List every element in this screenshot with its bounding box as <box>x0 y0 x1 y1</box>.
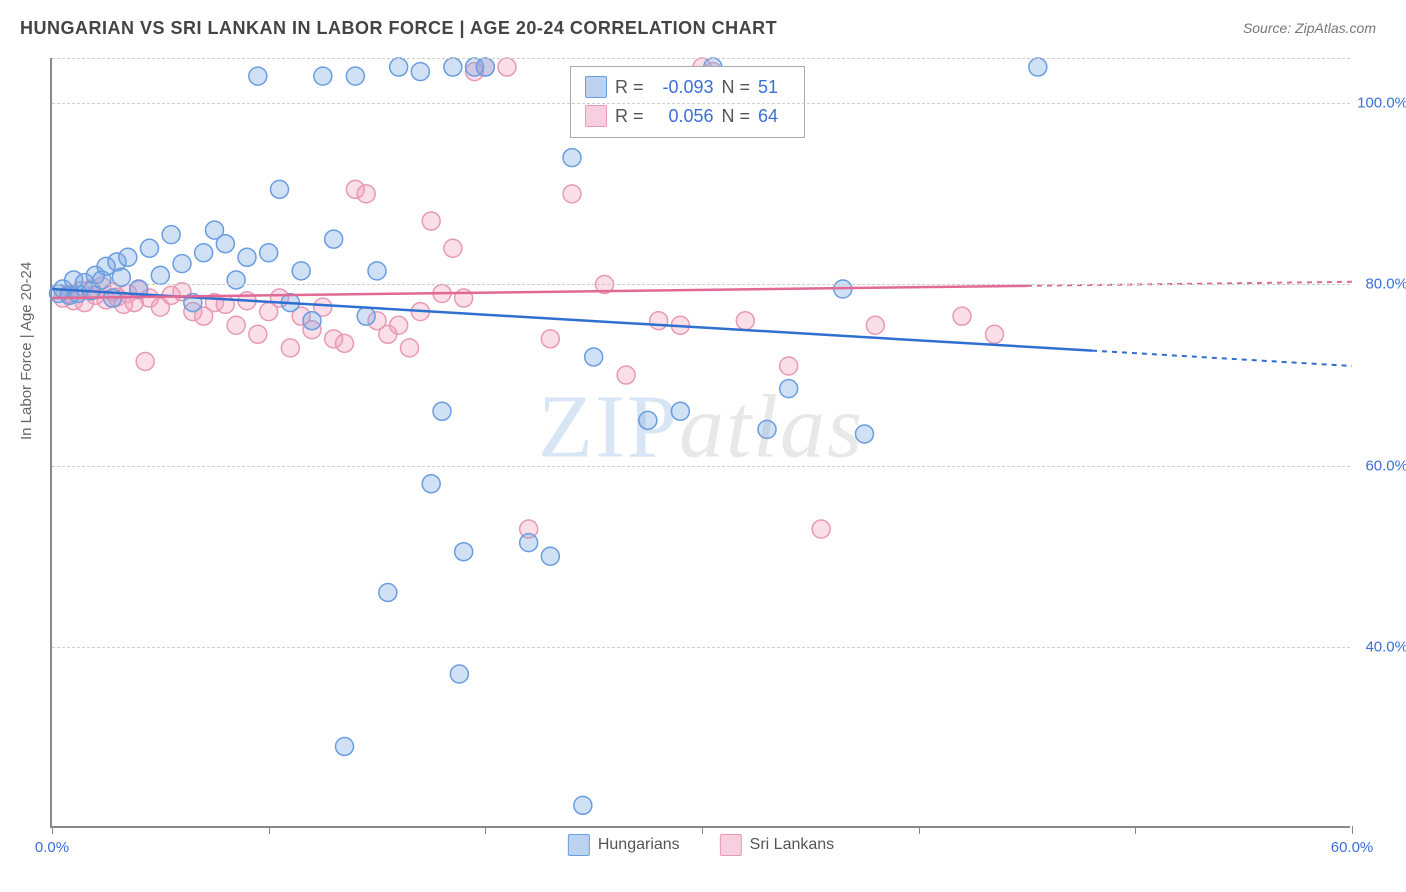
chart-title: HUNGARIAN VS SRI LANKAN IN LABOR FORCE |… <box>20 18 777 38</box>
y-tick-label: 40.0% <box>1348 638 1406 655</box>
scatter-point <box>173 255 191 273</box>
scatter-point <box>216 235 234 253</box>
trend-line-dashed <box>1092 351 1352 366</box>
scatter-point <box>336 334 354 352</box>
scatter-point <box>195 244 213 262</box>
scatter-point <box>314 67 332 85</box>
scatter-point <box>639 411 657 429</box>
y-tick-label: 60.0% <box>1348 457 1406 474</box>
scatter-point <box>541 330 559 348</box>
scatter-point <box>357 185 375 203</box>
swatch-blue <box>585 76 607 98</box>
legend-label: Sri Lankans <box>750 836 835 854</box>
scatter-point <box>227 316 245 334</box>
stats-legend-box: R = -0.093 N = 51 R = 0.056 N = 64 <box>570 66 805 138</box>
scatter-point <box>563 149 581 167</box>
scatter-point <box>1029 58 1047 76</box>
scatter-point <box>357 307 375 325</box>
bottom-legend: Hungarians Sri Lankans <box>568 834 834 856</box>
scatter-point <box>411 63 429 81</box>
swatch-blue-bottom <box>568 834 590 856</box>
scatter-point <box>953 307 971 325</box>
scatter-point <box>292 262 310 280</box>
scatter-point <box>336 737 354 755</box>
y-tick-label: 80.0% <box>1348 276 1406 293</box>
x-tick-label: 0.0% <box>35 839 69 856</box>
scatter-point <box>856 425 874 443</box>
scatter-point <box>151 266 169 284</box>
scatter-point <box>325 230 343 248</box>
scatter-point <box>249 67 267 85</box>
scatter-point <box>736 312 754 330</box>
source-attribution: Source: ZipAtlas.com <box>1243 20 1376 36</box>
scatter-point <box>455 543 473 561</box>
scatter-point <box>401 339 419 357</box>
swatch-pink <box>585 105 607 127</box>
legend-label: Hungarians <box>598 836 680 854</box>
scatter-point <box>238 248 256 266</box>
plot-area: ZIPatlas R = -0.093 N = 51 R = 0.056 N =… <box>50 58 1350 828</box>
scatter-point <box>141 239 159 257</box>
x-tick-label: 60.0% <box>1331 839 1374 856</box>
scatter-point <box>812 520 830 538</box>
scatter-point <box>520 534 538 552</box>
legend-item-srilankans: Sri Lankans <box>720 834 835 856</box>
stats-row-srilankans: R = 0.056 N = 64 <box>585 102 790 131</box>
y-axis-label: In Labor Force | Age 20-24 <box>18 262 35 440</box>
scatter-point <box>780 357 798 375</box>
scatter-point <box>986 325 1004 343</box>
scatter-point <box>476 58 494 76</box>
scatter-point <box>433 402 451 420</box>
scatter-point <box>390 58 408 76</box>
y-tick-label: 100.0% <box>1348 95 1406 112</box>
scatter-point <box>346 67 364 85</box>
scatter-point <box>498 58 516 76</box>
scatter-point <box>119 248 137 266</box>
scatter-point <box>390 316 408 334</box>
scatter-point <box>136 352 154 370</box>
scatter-point <box>444 58 462 76</box>
scatter-point <box>444 239 462 257</box>
scatter-point <box>379 583 397 601</box>
scatter-point <box>866 316 884 334</box>
scatter-point <box>450 665 468 683</box>
scatter-point <box>563 185 581 203</box>
scatter-point <box>227 271 245 289</box>
scatter-point <box>671 402 689 420</box>
scatter-point <box>574 796 592 814</box>
scatter-point <box>271 180 289 198</box>
scatter-point <box>650 312 668 330</box>
scatter-point <box>617 366 635 384</box>
scatter-point <box>368 262 386 280</box>
stats-row-hungarians: R = -0.093 N = 51 <box>585 73 790 102</box>
legend-item-hungarians: Hungarians <box>568 834 680 856</box>
scatter-point <box>758 420 776 438</box>
scatter-point <box>422 212 440 230</box>
scatter-point <box>780 380 798 398</box>
scatter-point <box>303 312 321 330</box>
scatter-point <box>281 339 299 357</box>
scatter-point <box>585 348 603 366</box>
scatter-point <box>422 475 440 493</box>
scatter-point <box>260 244 278 262</box>
scatter-point <box>249 325 267 343</box>
scatter-svg <box>52 58 1350 826</box>
scatter-point <box>162 226 180 244</box>
scatter-point <box>541 547 559 565</box>
swatch-pink-bottom <box>720 834 742 856</box>
trend-line <box>52 286 1027 298</box>
